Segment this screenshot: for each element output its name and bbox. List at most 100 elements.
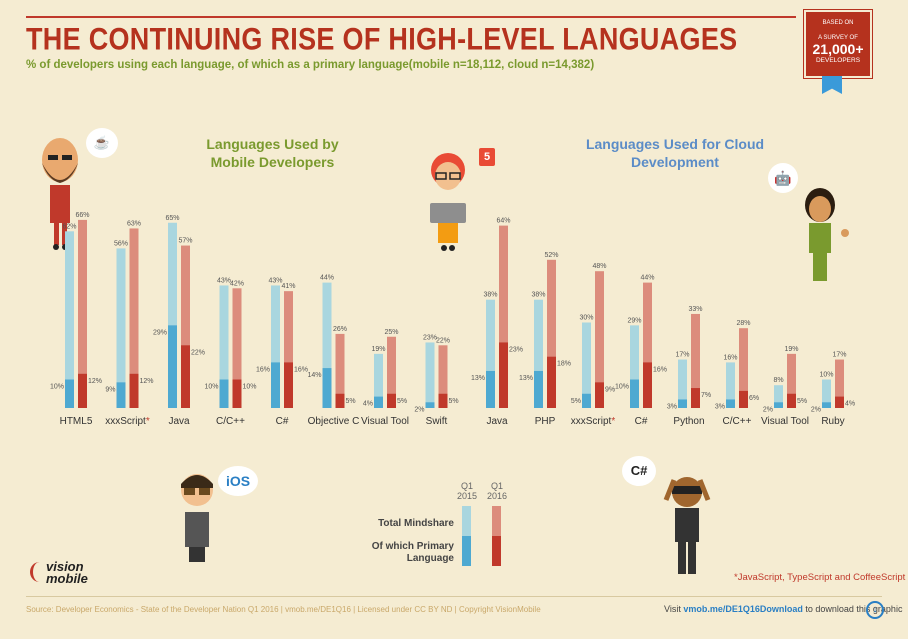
cloud-bar-total-2015-2 xyxy=(582,322,591,408)
java-logo-icon: ☕ xyxy=(86,128,118,158)
mobile-label-primary-2015-6: 4% xyxy=(363,401,373,408)
cloud-label-total-2015-6: 8% xyxy=(773,377,783,384)
cloud-bar-total-2015-7 xyxy=(822,379,831,408)
cloud-bar-total-2016-0 xyxy=(499,225,508,408)
mobile-bar-total-2016-0 xyxy=(78,219,87,408)
cloud-label-total-2016-1: 52% xyxy=(544,252,558,259)
top-rule xyxy=(26,16,796,18)
mobile-bar-total-2015-6 xyxy=(374,353,383,408)
cloud-label-primary-2015-0: 13% xyxy=(471,375,485,382)
cloud-label-total-2015-7: 10% xyxy=(819,372,833,379)
cloud-bar-total-2015-4 xyxy=(678,359,687,408)
cloud-label-primary-2016-7: 4% xyxy=(845,401,855,408)
mobile-label-primary-2015-0: 10% xyxy=(50,384,64,391)
mobile-bar-total-2016-2 xyxy=(181,245,190,408)
mobile-label-total-2015-5: 44% xyxy=(320,275,334,282)
cloud-bar-primary-2015-6 xyxy=(774,402,783,408)
mobile-bar-primary-2016-0 xyxy=(78,373,87,408)
cloud-label-primary-2015-7: 2% xyxy=(811,406,821,413)
cloud-category-1: PHP xyxy=(535,416,556,427)
cloud-bar-primary-2016-5 xyxy=(739,390,748,408)
cloud-label-total-2015-1: 38% xyxy=(531,292,545,299)
ios-logo-icon: iOS xyxy=(218,466,258,496)
mobile-bar-total-2015-2 xyxy=(168,222,177,408)
cloud-label-primary-2015-4: 3% xyxy=(667,403,677,410)
mobile-label-total-2015-6: 19% xyxy=(371,346,385,353)
mobile-category-3: C/C++ xyxy=(216,416,245,427)
badge-line1: BASED ON xyxy=(822,20,854,26)
cloud-label-primary-2016-5: 6% xyxy=(749,395,759,402)
mobile-bar-total-2016-6 xyxy=(387,336,396,408)
cloud-label-total-2015-4: 17% xyxy=(675,352,689,359)
legend-year-2016: Q1 2016 xyxy=(486,481,508,501)
cloud-label-primary-2015-5: 3% xyxy=(715,403,725,410)
bottom-rule xyxy=(26,596,882,597)
cloud-bar-total-2015-0 xyxy=(486,299,495,408)
mobile-label-total-2016-4: 41% xyxy=(281,283,295,290)
mobile-label-total-2016-3: 42% xyxy=(230,280,244,287)
download-suffix: to download this graphic xyxy=(802,604,903,614)
mobile-bar-primary-2016-5 xyxy=(335,393,345,408)
download-icon[interactable]: ↓ xyxy=(866,601,884,619)
survey-badge: BASED ON A SURVEY OF 21,000+ DEVELOPERS xyxy=(803,9,873,79)
mobile-label-primary-2016-4: 16% xyxy=(294,366,308,373)
html5-logo-icon: 5 xyxy=(473,142,501,172)
download-link[interactable]: vmob.me/DE1Q16Download xyxy=(683,604,803,614)
cloud-label-total-2016-7: 17% xyxy=(832,352,846,359)
cloud-dev-csharp-figure xyxy=(663,477,711,574)
mobile-label-total-2016-5: 26% xyxy=(333,326,347,333)
mobile-bar-total-2015-4 xyxy=(271,285,280,408)
legend-swatch-total-2015 xyxy=(462,506,471,536)
cloud-category-7: Ruby xyxy=(821,416,844,427)
mobile-category-7: Swift xyxy=(426,416,448,427)
android-logo-icon: 🤖 xyxy=(768,163,798,193)
mobile-label-primary-2016-5: 5% xyxy=(346,398,356,405)
cloud-bar-primary-2015-4 xyxy=(678,399,687,408)
cloud-bar-primary-2016-1 xyxy=(547,356,556,408)
mobile-bar-primary-2016-2 xyxy=(181,345,190,408)
mobile-bar-total-2016-1 xyxy=(129,228,139,408)
cloud-label-primary-2016-4: 7% xyxy=(701,392,711,399)
cloud-bar-total-2016-1 xyxy=(547,259,556,408)
cloud-label-total-2015-3: 29% xyxy=(627,317,641,324)
mobile-label-total-2016-2: 57% xyxy=(178,238,192,245)
mobile-dev-java-figure xyxy=(42,138,78,250)
cloud-bar-primary-2016-3 xyxy=(643,362,652,408)
badge-ribbon xyxy=(822,76,842,94)
mobile-bar-total-2015-0 xyxy=(65,231,74,408)
mobile-label-primary-2015-2: 29% xyxy=(153,329,167,336)
cloud-label-total-2015-0: 38% xyxy=(483,292,497,299)
mobile-bar-total-2015-7 xyxy=(425,342,435,408)
cloud-label-primary-2016-3: 16% xyxy=(653,366,667,373)
mobile-label-total-2016-7: 22% xyxy=(436,337,450,344)
mobile-label-total-2015-0: 62% xyxy=(62,223,76,230)
cloud-label-primary-2015-1: 13% xyxy=(519,375,533,382)
cloud-category-2: xxxScript* xyxy=(571,416,616,427)
legend-primary-label: Of which Primary Language xyxy=(371,541,454,564)
mobile-label-total-2015-1: 56% xyxy=(114,240,128,247)
mobile-label-primary-2015-7: 2% xyxy=(414,406,424,413)
mobile-dev-html5-figure xyxy=(430,153,466,251)
cloud-label-total-2016-4: 33% xyxy=(688,306,702,313)
mobile-bar-primary-2015-5 xyxy=(322,368,332,408)
mobile-bar-primary-2015-6 xyxy=(374,396,383,408)
cloud-bar-total-2015-3 xyxy=(630,325,639,408)
legend-swatch-total-2016 xyxy=(492,506,501,536)
download-prefix: Visit xyxy=(664,604,684,614)
mobile-label-primary-2016-0: 12% xyxy=(88,378,102,385)
cloud-label-total-2015-2: 30% xyxy=(579,315,593,322)
mobile-bar-primary-2015-4 xyxy=(271,362,280,408)
mobile-label-primary-2016-2: 22% xyxy=(191,349,205,356)
mobile-dev-ios-figure xyxy=(181,474,213,562)
cloud-bar-primary-2016-2 xyxy=(595,382,604,408)
cloud-label-primary-2016-1: 18% xyxy=(557,361,571,368)
cloud-label-primary-2015-3: 10% xyxy=(615,384,629,391)
cloud-category-3: C# xyxy=(635,416,648,427)
mobile-category-5: Objective C xyxy=(308,416,360,427)
mobile-bar-primary-2016-1 xyxy=(129,373,139,408)
mobile-bar-primary-2015-2 xyxy=(168,325,177,408)
mobile-label-primary-2015-4: 16% xyxy=(256,366,270,373)
mobile-bar-total-2016-5 xyxy=(335,333,345,408)
mobile-label-primary-2015-5: 14% xyxy=(307,372,321,379)
